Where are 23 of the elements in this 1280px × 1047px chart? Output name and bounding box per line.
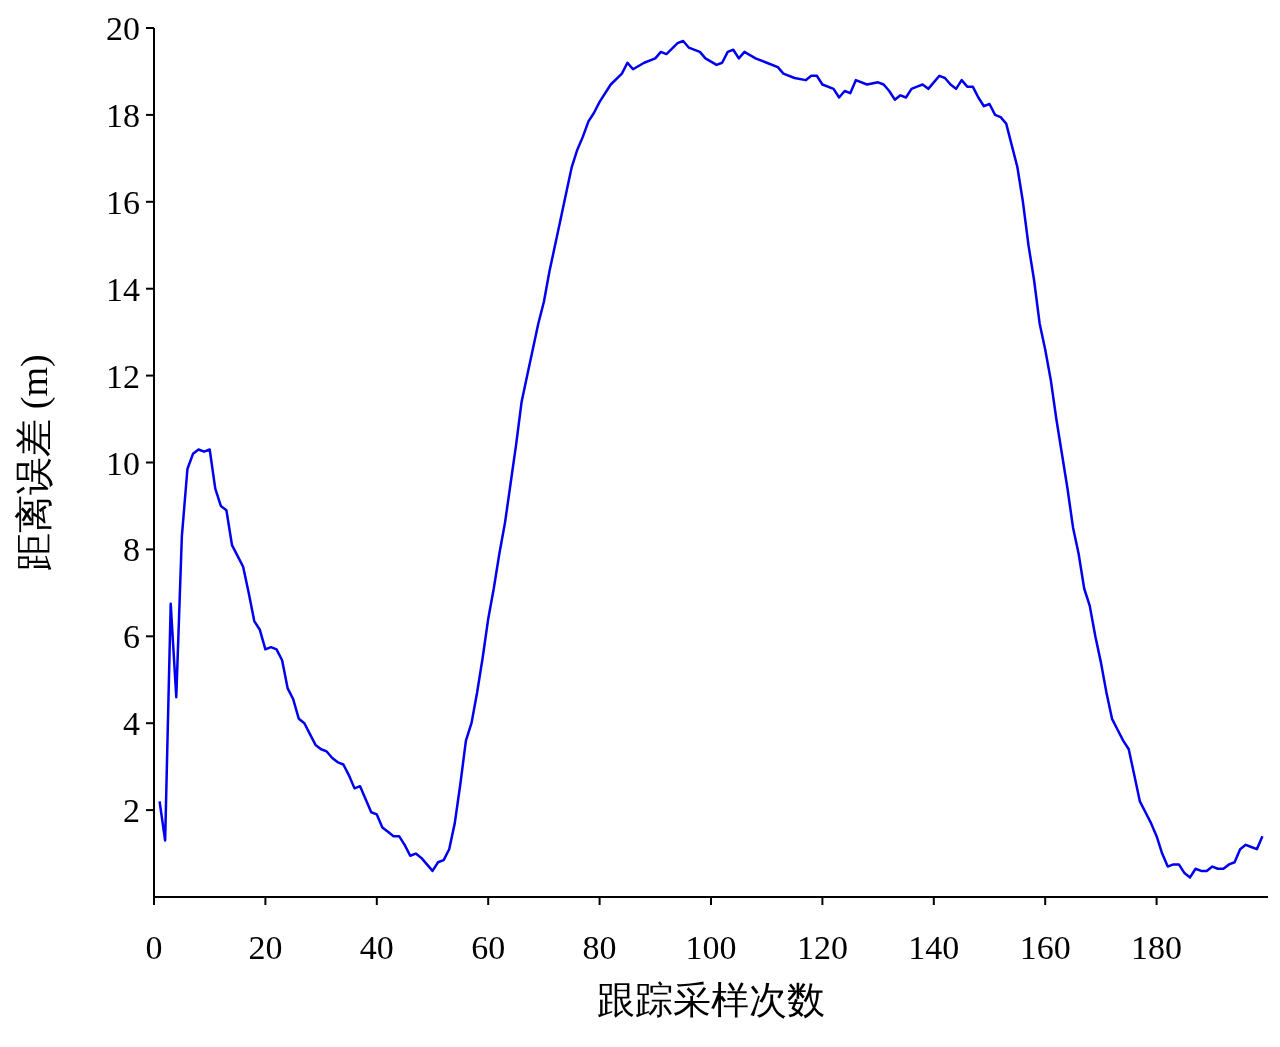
y-tick-label: 10 — [106, 444, 140, 482]
x-tick-label: 0 — [145, 929, 163, 967]
x-tick-label: 160 — [1019, 929, 1071, 967]
x-tick-label: 120 — [796, 929, 848, 967]
y-axis-title: 距离误差 (m) — [13, 354, 57, 571]
x-tick-label: 80 — [582, 929, 617, 967]
y-tick-label: 18 — [106, 96, 140, 134]
y-tick-label: 6 — [123, 618, 140, 656]
y-tick-label: 2 — [123, 792, 140, 830]
y-tick-label: 20 — [106, 10, 140, 48]
x-tick-label: 20 — [248, 929, 283, 967]
x-tick-label: 140 — [908, 929, 960, 967]
x-tick-label: 180 — [1131, 929, 1183, 967]
x-tick-label: 60 — [471, 929, 506, 967]
x-axis-title: 跟踪采样次数 — [597, 979, 825, 1021]
y-tick-label: 14 — [106, 270, 140, 308]
x-tick-label: 100 — [685, 929, 737, 967]
line-series — [158, 39, 1264, 879]
y-tick-label: 8 — [123, 531, 140, 569]
y-tick-label: 12 — [106, 357, 140, 395]
y-tick-label: 16 — [106, 183, 140, 221]
x-tick-label: 40 — [359, 929, 394, 967]
y-tick-label: 4 — [123, 705, 140, 743]
